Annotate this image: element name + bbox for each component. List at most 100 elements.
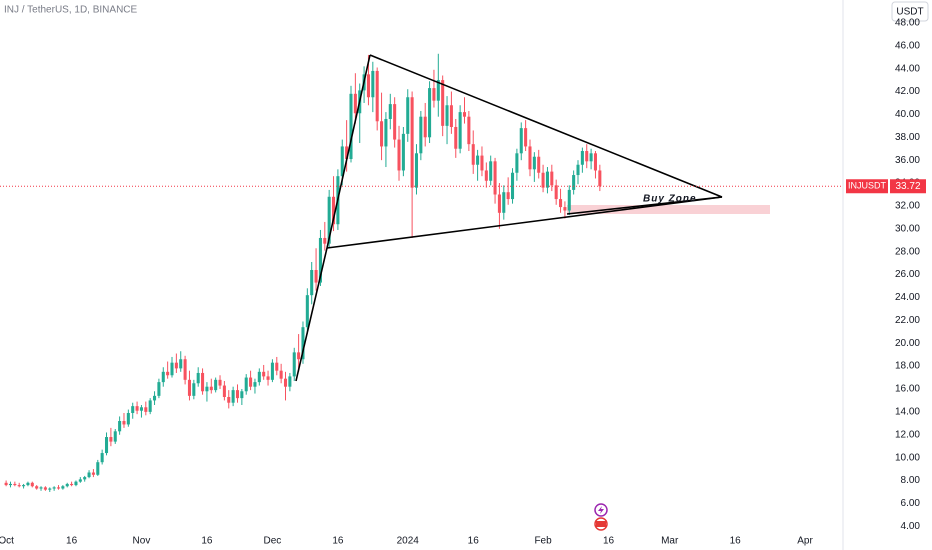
candle-body bbox=[515, 153, 519, 173]
candle-body bbox=[528, 146, 532, 170]
candle-body bbox=[519, 128, 523, 154]
x-tick-label: 16 bbox=[201, 536, 213, 547]
candle-body bbox=[585, 151, 589, 162]
candle-body bbox=[476, 155, 480, 165]
candle-body bbox=[13, 483, 17, 486]
candle-body bbox=[554, 185, 558, 200]
x-tick-label: 16 bbox=[66, 536, 78, 547]
candle-body bbox=[70, 483, 74, 486]
candle-body bbox=[205, 386, 209, 392]
candle-body bbox=[467, 116, 471, 145]
candle-body bbox=[401, 133, 405, 171]
candle-body bbox=[113, 431, 117, 442]
candle-body bbox=[235, 390, 240, 399]
candle-body bbox=[249, 377, 253, 387]
candle-body bbox=[196, 372, 200, 384]
candle-body bbox=[397, 139, 401, 171]
candle-body bbox=[576, 164, 580, 176]
candle-body bbox=[144, 407, 148, 412]
candle-body bbox=[78, 479, 82, 482]
candle-body bbox=[432, 88, 436, 101]
candle-body bbox=[157, 382, 161, 396]
candle-body bbox=[253, 382, 257, 387]
x-tick-label: Apr bbox=[797, 536, 813, 547]
candle-body bbox=[109, 437, 113, 442]
chart-title: INJ / TetherUS, 1D, BINANCE bbox=[4, 5, 138, 16]
candle-body bbox=[153, 395, 157, 401]
y-tick-label: 26.00 bbox=[895, 269, 920, 280]
candle-body bbox=[201, 372, 205, 392]
candle-body bbox=[26, 482, 30, 486]
candle-body bbox=[96, 462, 100, 475]
candle-body bbox=[87, 472, 91, 478]
candle-body bbox=[17, 485, 21, 487]
candle-body bbox=[537, 156, 541, 173]
y-tick-label: 16.00 bbox=[895, 384, 920, 395]
candle-body bbox=[484, 170, 488, 181]
candle-body bbox=[510, 172, 515, 200]
y-tick-label: 24.00 bbox=[895, 292, 920, 303]
candle-body bbox=[266, 376, 270, 380]
candle-body bbox=[414, 153, 419, 188]
candle-body bbox=[48, 488, 52, 490]
candle-body bbox=[214, 379, 218, 391]
candle-body bbox=[375, 70, 379, 122]
candle-body bbox=[598, 170, 602, 187]
y-tick-label: 14.00 bbox=[895, 407, 920, 418]
x-tick-label: Feb bbox=[534, 536, 552, 547]
y-tick-label: 12.00 bbox=[895, 429, 920, 440]
x-tick-label: Dec bbox=[264, 536, 282, 547]
currency-button[interactable] bbox=[891, 1, 929, 22]
candle-body bbox=[384, 118, 388, 147]
y-tick-label: 18.00 bbox=[895, 361, 920, 372]
candle-body bbox=[480, 155, 484, 171]
candle-body bbox=[567, 189, 571, 211]
candle-body bbox=[332, 196, 336, 225]
candle-body bbox=[327, 196, 331, 244]
candle-body bbox=[244, 377, 248, 392]
candle-body bbox=[310, 270, 314, 296]
candle-body bbox=[489, 161, 493, 181]
candle-body bbox=[240, 391, 244, 399]
buy-zone-box bbox=[567, 205, 770, 214]
y-tick-label: 32.00 bbox=[895, 201, 920, 212]
candle-body bbox=[56, 487, 61, 489]
candle-body bbox=[100, 453, 104, 463]
candle-body bbox=[222, 385, 226, 397]
candle-body bbox=[209, 386, 213, 391]
candle-body bbox=[131, 406, 135, 414]
candle-body bbox=[161, 371, 165, 383]
candle-body bbox=[43, 487, 47, 490]
currency-label[interactable]: USDT bbox=[896, 7, 923, 18]
event-icon bbox=[596, 521, 606, 527]
candle-body bbox=[52, 487, 56, 489]
x-tick-label: 2024 bbox=[397, 536, 420, 547]
candle-body bbox=[166, 371, 170, 376]
candle-body bbox=[550, 171, 554, 186]
candle-body bbox=[572, 175, 576, 190]
candle-body bbox=[502, 192, 506, 213]
trend-line bbox=[369, 54, 723, 198]
candle-body bbox=[231, 390, 235, 403]
candle-body bbox=[593, 153, 597, 171]
symbol-tag bbox=[846, 179, 888, 194]
candle-body bbox=[170, 362, 174, 376]
y-tick-label: 22.00 bbox=[895, 315, 920, 326]
y-tick-label: 38.00 bbox=[895, 132, 920, 143]
candle-body bbox=[458, 112, 462, 149]
candle-body bbox=[8, 483, 13, 486]
candle-body bbox=[541, 172, 545, 188]
candle-body bbox=[462, 112, 467, 117]
candle-body bbox=[39, 487, 43, 489]
candle-body bbox=[353, 93, 357, 114]
candle-body bbox=[532, 156, 536, 170]
candle-body bbox=[275, 362, 279, 371]
candle-body bbox=[74, 481, 78, 486]
candle-body bbox=[61, 486, 65, 489]
y-tick-label: 42.00 bbox=[895, 86, 920, 97]
candle-body bbox=[410, 97, 414, 188]
candle-body bbox=[454, 126, 458, 149]
candle-body bbox=[406, 97, 410, 134]
candle-body bbox=[257, 371, 261, 383]
